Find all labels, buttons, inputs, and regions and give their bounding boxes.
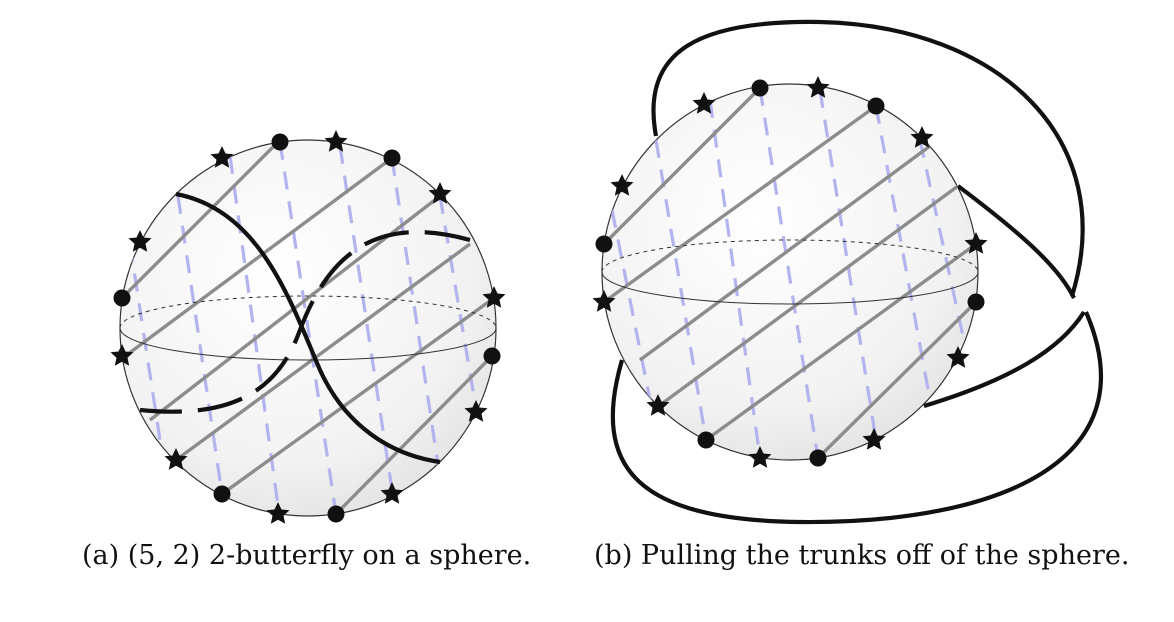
panel-b-diagram: [592, 19, 1103, 525]
caption-panel-b: (b) Pulling the trunks off of the sphere…: [594, 540, 1130, 571]
equator-front-a: [120, 327, 496, 361]
dots-a: [113, 133, 501, 523]
equator-back-a: [120, 295, 496, 329]
trunk-right-b: [956, 184, 1076, 299]
caption-panel-a: (a) (5, 2) 2-butterfly on a sphere.: [82, 540, 532, 571]
trunk-back-a: [139, 230, 471, 414]
stars-b: [592, 76, 988, 468]
trunk-loop-top-b: [651, 19, 1085, 297]
trunk-loop-bottom-b: [610, 311, 1103, 525]
front-strands-b: [602, 86, 978, 460]
panel-a-diagram: [110, 130, 506, 524]
trunk-front-a: [175, 191, 441, 465]
equator-front-b: [602, 271, 978, 305]
dots-b: [595, 79, 985, 467]
trunk-right-lower-b: [923, 310, 1086, 409]
back-strands-b: [610, 87, 968, 459]
equator-back-b: [602, 239, 978, 273]
stars-a: [110, 130, 506, 524]
